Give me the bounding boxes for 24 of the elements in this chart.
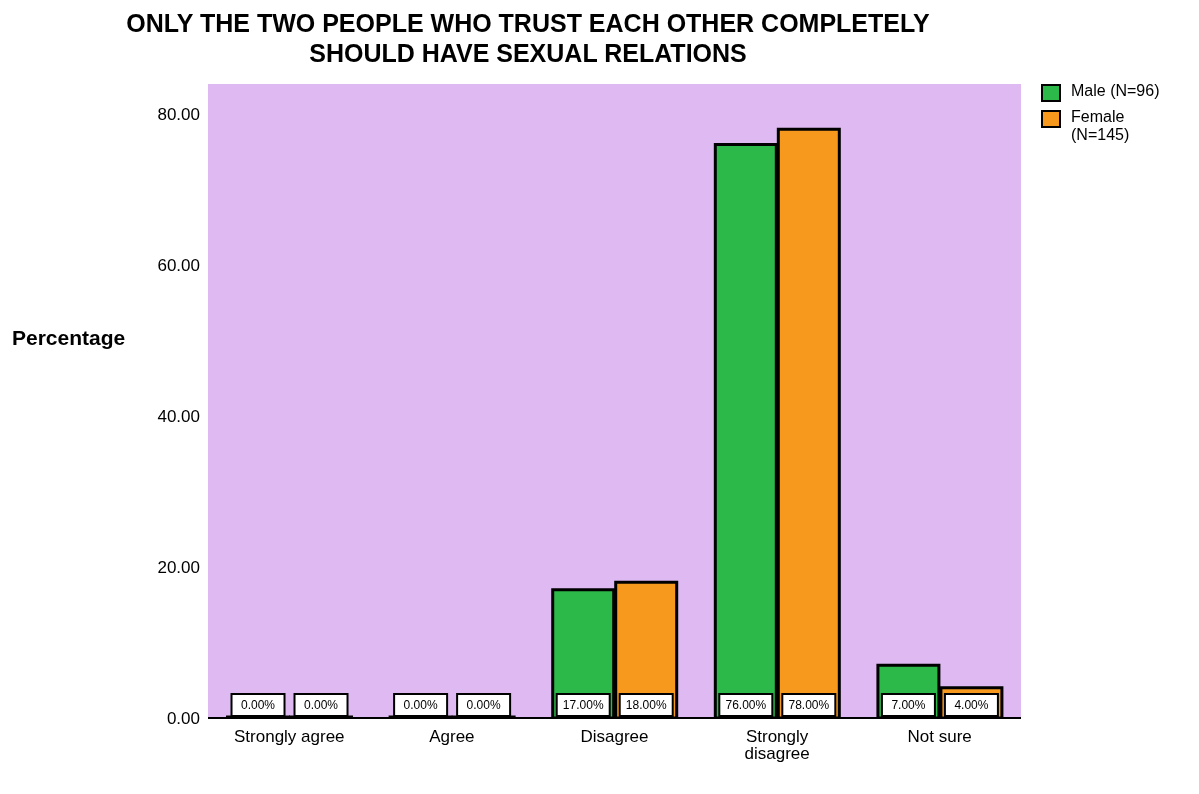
data-label: 78.00% [788,698,830,712]
data-label: 4.00% [954,698,989,712]
data-label: 7.00% [891,698,926,712]
data-label: 0.00% [403,698,438,712]
y-axis-title: Percentage [12,326,126,350]
data-label: 0.00% [241,698,276,712]
legend-label: Female (N=145) [1071,108,1131,144]
y-tick-label: 80.00 [157,105,200,125]
data-label: 0.00% [466,698,501,712]
data-label: 17.00% [562,698,604,712]
x-tick-label: Agree [429,727,475,747]
data-label: 76.00% [725,698,767,712]
x-tick-label: Strongly disagree [744,727,810,764]
x-tick-label: Not sure [907,727,972,747]
y-tick-label: 40.00 [157,407,200,427]
chart-title: ONLY THE TWO PEOPLE WHO TRUST EACH OTHER COMPLETELY SHOULD HAVE SEXUAL RELATIONS [125,8,931,68]
y-tick-label: 0.00 [166,709,200,729]
data-label: 18.00% [625,698,667,712]
y-tick-label: 60.00 [157,256,200,276]
legend-label: Male (N=96) [1071,82,1160,100]
x-tick-label: Disagree [580,727,649,747]
x-tick-label: Strongly agree [234,727,345,747]
data-label: 0.00% [304,698,339,712]
y-tick-label: 20.00 [157,558,200,578]
